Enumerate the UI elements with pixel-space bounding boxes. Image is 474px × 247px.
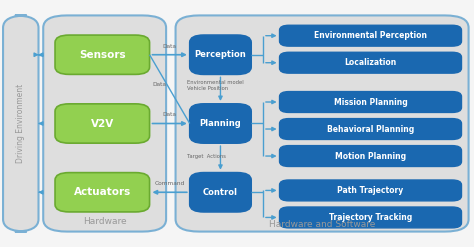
FancyBboxPatch shape bbox=[280, 92, 462, 112]
FancyBboxPatch shape bbox=[175, 15, 469, 232]
Text: Hardware and Software: Hardware and Software bbox=[269, 220, 375, 229]
Text: Control: Control bbox=[203, 188, 238, 197]
Text: Path Trajectory: Path Trajectory bbox=[337, 186, 404, 195]
Text: Data: Data bbox=[163, 43, 177, 49]
Text: Motion Planning: Motion Planning bbox=[335, 152, 406, 161]
Text: Planning: Planning bbox=[200, 119, 241, 128]
Text: Data: Data bbox=[152, 82, 166, 87]
FancyBboxPatch shape bbox=[280, 25, 462, 46]
Text: Localization: Localization bbox=[345, 58, 397, 67]
FancyBboxPatch shape bbox=[55, 173, 150, 212]
FancyBboxPatch shape bbox=[55, 104, 150, 143]
Text: Behavioral Planning: Behavioral Planning bbox=[327, 124, 414, 134]
FancyBboxPatch shape bbox=[280, 180, 462, 201]
FancyBboxPatch shape bbox=[190, 173, 251, 212]
Text: Environmental Perception: Environmental Perception bbox=[314, 31, 427, 40]
FancyBboxPatch shape bbox=[280, 207, 462, 228]
FancyBboxPatch shape bbox=[280, 119, 462, 140]
FancyBboxPatch shape bbox=[280, 145, 462, 166]
Text: Driving Environment: Driving Environment bbox=[16, 84, 25, 163]
Text: Sensors: Sensors bbox=[79, 50, 126, 60]
Text: V2V: V2V bbox=[91, 119, 114, 128]
Text: Trajectory Tracking: Trajectory Tracking bbox=[329, 213, 412, 222]
Text: Data: Data bbox=[163, 112, 177, 117]
FancyBboxPatch shape bbox=[280, 52, 462, 73]
FancyBboxPatch shape bbox=[43, 15, 166, 232]
FancyBboxPatch shape bbox=[3, 15, 38, 232]
FancyBboxPatch shape bbox=[55, 35, 150, 74]
FancyBboxPatch shape bbox=[190, 35, 251, 74]
Text: Hardware: Hardware bbox=[83, 217, 127, 226]
Text: Actuators: Actuators bbox=[73, 187, 131, 197]
Text: Target  Actions: Target Actions bbox=[187, 154, 227, 159]
FancyBboxPatch shape bbox=[190, 104, 251, 143]
Text: Environmental model
Vehicle Position: Environmental model Vehicle Position bbox=[187, 80, 244, 91]
Text: Command: Command bbox=[155, 181, 185, 186]
Text: Mission Planning: Mission Planning bbox=[334, 98, 407, 106]
Text: Perception: Perception bbox=[195, 50, 246, 59]
